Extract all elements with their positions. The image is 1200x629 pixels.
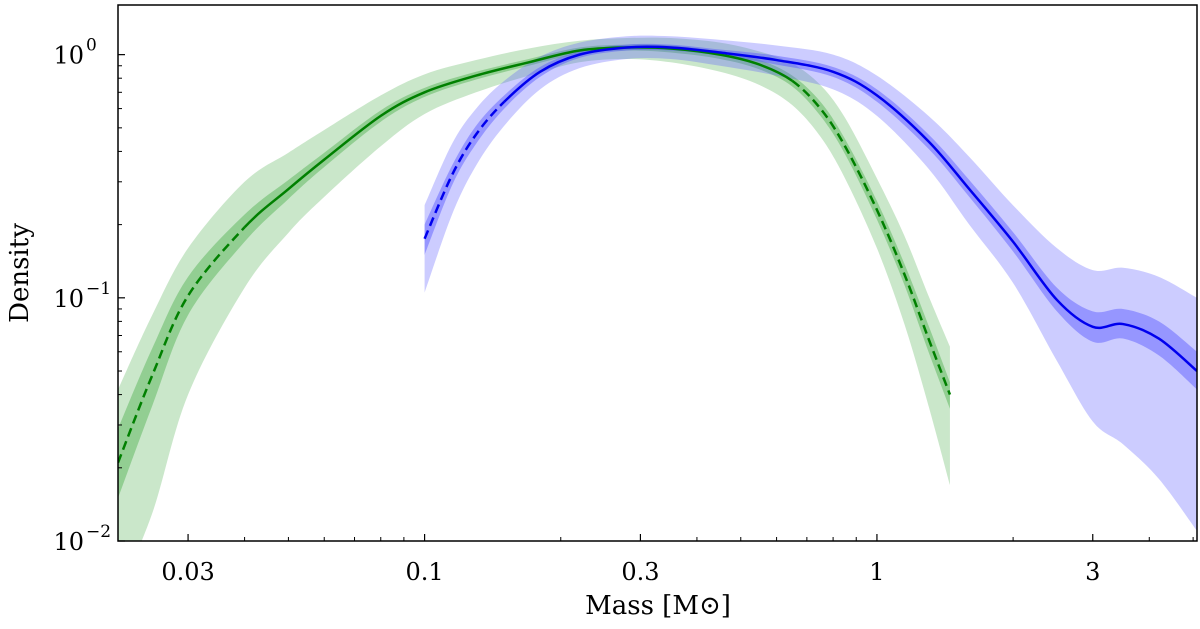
y-tick-exponent: −2: [86, 522, 111, 542]
y-axis-label: Density: [5, 223, 35, 323]
x-tick-label: 3: [1085, 558, 1100, 586]
confidence-bands: [118, 35, 1197, 541]
green-dashed-line: [118, 226, 246, 464]
blue-dashed-line: [423, 100, 506, 240]
x-tick-label: 0.1: [406, 558, 444, 586]
green-outer-band: [118, 37, 950, 541]
green-solid-line: [243, 46, 794, 229]
x-axis-label: Mass [M⊙]: [585, 591, 731, 621]
blue-solid-line: [503, 45, 1197, 372]
x-tick-label: 1: [869, 558, 884, 586]
series-lines: [118, 45, 1197, 464]
y-tick-label: 10: [53, 42, 84, 70]
y-tick-exponent: −1: [86, 279, 111, 299]
x-tick-label: 0.03: [161, 558, 214, 586]
green-dashed-line: [791, 79, 952, 396]
plot-frame: [117, 4, 1198, 542]
y-tick-label: 10: [53, 285, 84, 313]
x-tick-label: 0.3: [621, 558, 659, 586]
y-tick-exponent: 0: [86, 36, 97, 56]
y-tick-label: 10: [53, 528, 84, 556]
